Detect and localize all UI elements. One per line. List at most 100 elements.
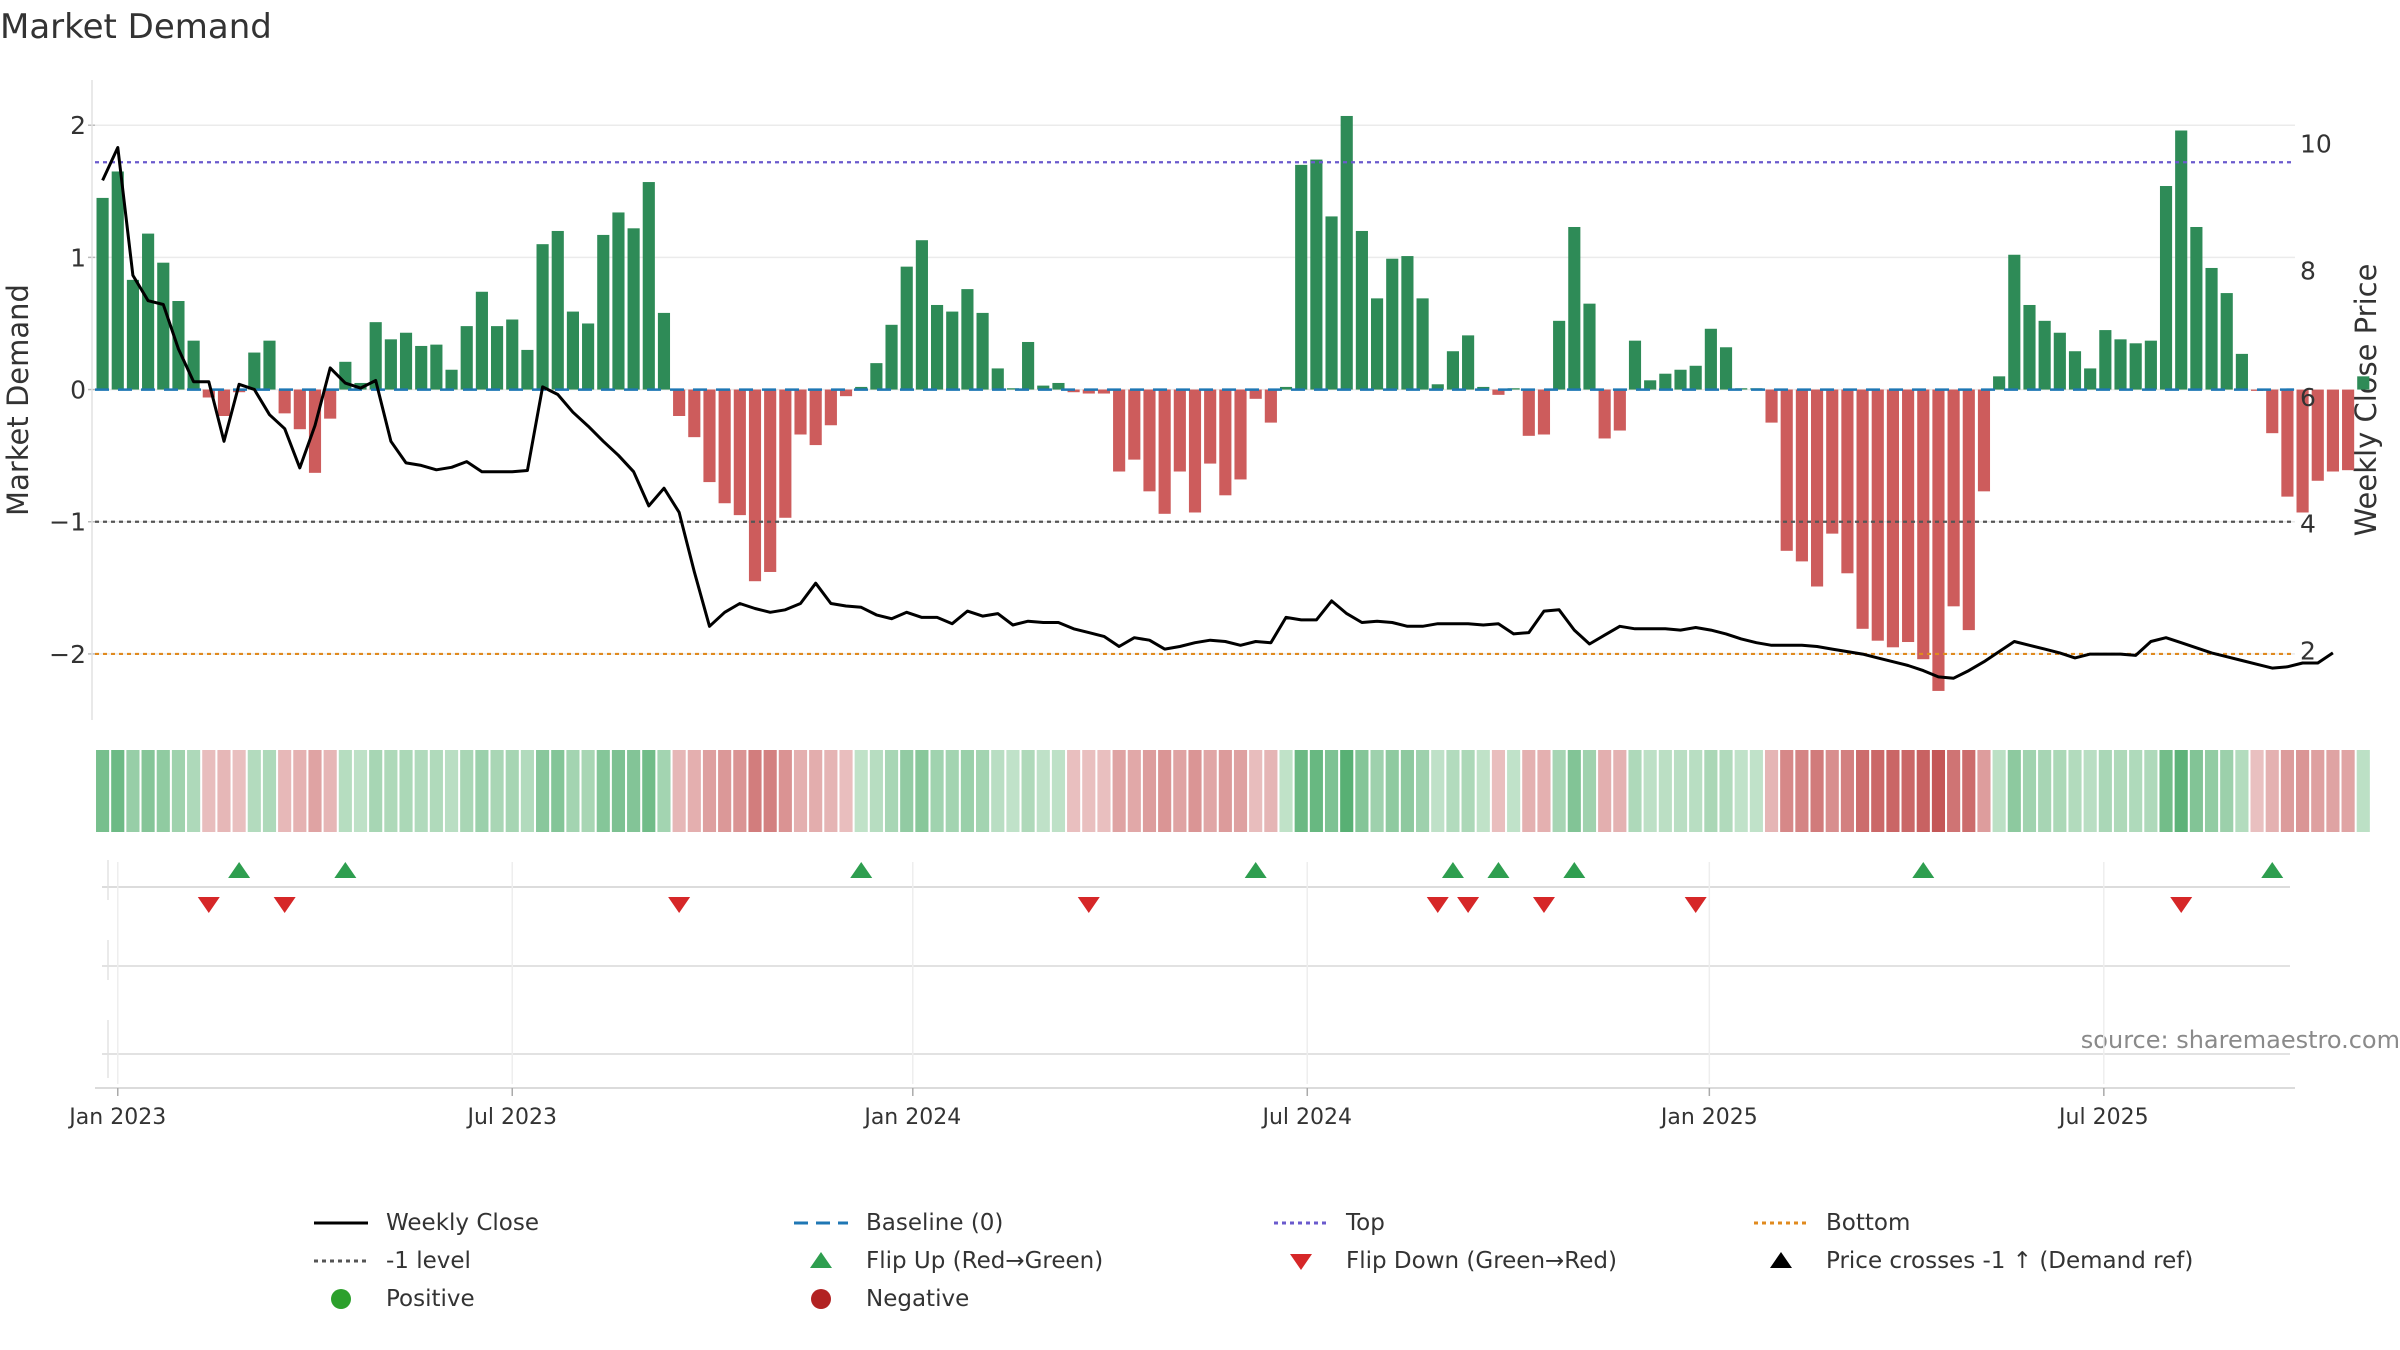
heat-cell — [2235, 750, 2249, 832]
flip-up-marker — [334, 862, 357, 878]
heat-cell — [1628, 750, 1642, 832]
demand-bar-positive — [582, 323, 595, 390]
x-tick-label: Jul 2025 — [2057, 1105, 2149, 1130]
demand-bar-positive — [1659, 373, 1672, 390]
left-tick-label: 0 — [70, 376, 86, 405]
dotted-line-icon — [1750, 1205, 1812, 1241]
heat-cell — [945, 750, 959, 832]
heat-cell — [111, 750, 125, 832]
heat-cell — [930, 750, 944, 832]
demand-bar-positive — [157, 262, 170, 390]
legend-item-negative: Negative — [790, 1281, 969, 1317]
heat-cell — [824, 750, 838, 832]
demand-bar-positive — [1295, 164, 1308, 390]
demand-bar-negative — [1097, 389, 1111, 394]
x-tick-label: Jul 2023 — [465, 1105, 557, 1130]
dashed-line-icon — [790, 1205, 852, 1241]
heat-cell — [369, 750, 383, 832]
legend: Weekly Close Baseline (0) Top Bottom -1 … — [310, 1205, 2310, 1325]
heat-cell — [1173, 750, 1187, 832]
heat-cell — [2022, 750, 2037, 832]
demand-bar-positive — [1583, 303, 1596, 390]
demand-bar-positive — [1568, 226, 1581, 390]
heat-cell — [1097, 750, 1111, 832]
heat-cell — [1233, 750, 1248, 832]
demand-bar-positive — [1355, 230, 1368, 390]
demand-bar-positive — [2159, 186, 2173, 390]
demand-bar-positive — [506, 319, 519, 390]
left-tick-label: 1 — [70, 243, 86, 272]
heat-cell — [1006, 750, 1020, 832]
heat-cell — [1340, 750, 1354, 832]
demand-bar-positive — [900, 266, 913, 390]
legend-label: Flip Up (Red→Green) — [866, 1248, 1104, 1274]
demand-bar-positive — [248, 352, 261, 390]
demand-bar-positive — [855, 386, 868, 390]
heat-cell — [566, 750, 580, 832]
heat-cell — [536, 750, 550, 832]
demand-bar-negative — [1143, 389, 1156, 492]
demand-bar-negative — [1082, 389, 1095, 394]
demand-bars — [96, 115, 2370, 691]
demand-bar-positive — [1993, 376, 2006, 390]
demand-bar-positive — [612, 212, 625, 390]
heat-cell — [1613, 750, 1627, 832]
heat-cell — [778, 750, 792, 832]
demand-bar-positive — [1462, 335, 1475, 390]
heat-cell — [1309, 750, 1323, 832]
demand-bar-positive — [1644, 380, 1657, 390]
demand-bar-negative — [673, 389, 686, 416]
demand-bar-positive — [2205, 267, 2218, 390]
heat-cell — [1780, 750, 1794, 832]
demand-bar-positive — [1325, 216, 1338, 390]
heat-cell — [1825, 750, 1839, 832]
demand-bar-positive — [870, 363, 883, 390]
demand-bar-negative — [1188, 389, 1202, 513]
legend-label: -1 level — [386, 1248, 471, 1274]
heat-cell — [2174, 750, 2188, 832]
heat-cell — [1142, 750, 1157, 832]
demand-bar-positive — [142, 233, 155, 390]
demand-bar-negative — [324, 389, 337, 419]
demand-bar-positive — [991, 368, 1004, 390]
demand-bar-positive — [445, 369, 458, 390]
heat-cell — [2341, 750, 2355, 832]
demand-bar-positive — [491, 326, 504, 390]
demand-bar-positive — [460, 326, 473, 390]
demand-bar-positive — [126, 279, 139, 390]
heat-cell — [1082, 750, 1096, 832]
legend-label: Baseline (0) — [866, 1210, 1004, 1236]
heat-cell — [460, 750, 474, 832]
heat-cell — [141, 750, 155, 832]
heat-cell — [884, 750, 899, 832]
heat-cell — [1977, 750, 1991, 832]
heat-cell — [611, 750, 626, 832]
demand-bar-negative — [1264, 389, 1277, 423]
dotted-line-icon — [310, 1243, 372, 1279]
heat-cell — [763, 750, 777, 832]
demand-bar-negative — [1158, 389, 1171, 514]
demand-bar-negative — [1902, 389, 1915, 643]
heat-cell — [384, 750, 398, 832]
demand-bar-positive — [1310, 159, 1323, 390]
demand-bar-positive — [1507, 388, 1520, 390]
demand-bar-negative — [1962, 389, 1975, 631]
demand-bar-negative — [1204, 389, 1217, 464]
flip-up-marker — [1912, 862, 1935, 878]
heat-cell — [505, 750, 519, 832]
heat-cell — [1522, 750, 1536, 832]
heat-cell — [217, 750, 231, 832]
triangle-down-icon — [1270, 1243, 1332, 1279]
heat-cell — [1886, 750, 1900, 832]
heat-cell — [596, 750, 610, 832]
heat-cell — [1324, 750, 1339, 832]
demand-bar-negative — [1598, 389, 1611, 439]
heat-cell — [308, 750, 322, 832]
demand-bar-negative — [1765, 389, 1778, 423]
right-tick-label: 2 — [2300, 636, 2316, 665]
x-tick-label: Jan 2025 — [1659, 1105, 1758, 1130]
demand-heat-strip — [96, 750, 2370, 832]
heat-cell — [1931, 750, 1946, 832]
heat-cell — [1264, 750, 1278, 832]
